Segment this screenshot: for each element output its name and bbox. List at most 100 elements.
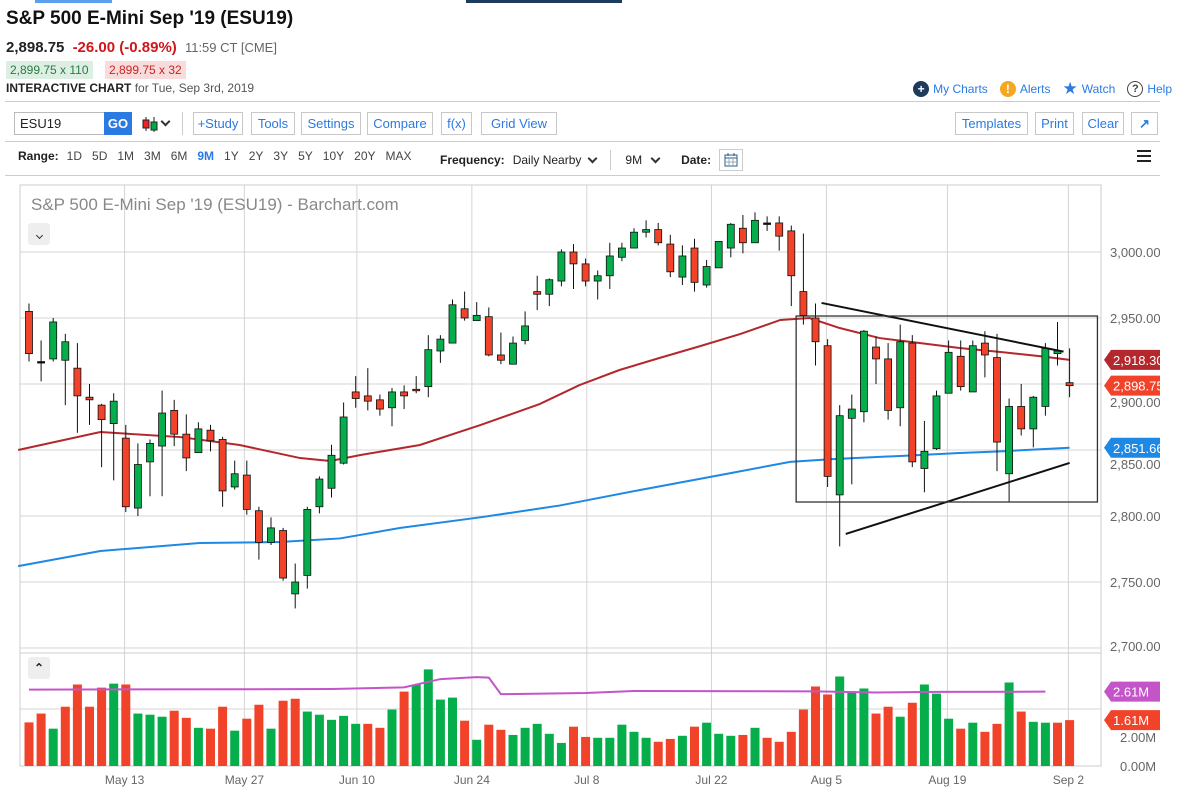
go-button[interactable]: GO — [104, 112, 132, 135]
x-tick-label: Jul 22 — [695, 773, 727, 787]
range-1m[interactable]: 1M — [117, 149, 135, 163]
volume-bar — [181, 717, 191, 766]
candle-body — [884, 358, 892, 411]
range-5d[interactable]: 5D — [92, 149, 108, 163]
print-button[interactable]: Print — [1035, 112, 1074, 135]
add-study-button[interactable]: +Study — [193, 112, 243, 135]
candle-body — [400, 391, 409, 397]
range-1y[interactable]: 1Y — [224, 149, 239, 163]
volume-bar — [254, 704, 264, 766]
volume-bar — [798, 709, 808, 766]
date-picker-button[interactable] — [719, 149, 744, 171]
volume-bar — [835, 676, 845, 766]
hamburger-menu-button[interactable] — [1137, 150, 1151, 165]
range-3y[interactable]: 3Y — [273, 149, 289, 163]
chart-options-toggle[interactable] — [28, 223, 50, 245]
volume-pane-collapse-button[interactable]: ⌃ — [28, 657, 50, 679]
templates-button[interactable]: Templates — [955, 112, 1028, 135]
volume-bar — [327, 719, 336, 766]
candle-body — [109, 400, 118, 425]
function-button[interactable]: f(x) — [441, 112, 472, 135]
plus-circle-icon: + — [913, 81, 930, 97]
range-1d[interactable]: 1D — [66, 149, 83, 163]
ma200-badge-bg — [1104, 437, 1160, 458]
range-max[interactable]: MAX — [385, 149, 412, 163]
candle — [133, 443, 142, 516]
range-10y[interactable]: 10Y — [322, 149, 345, 163]
candle-body — [835, 415, 844, 496]
candle-body — [581, 263, 590, 282]
tools-button[interactable]: Tools — [251, 112, 295, 135]
volume-bar — [859, 688, 869, 766]
candle-body — [533, 291, 542, 295]
candle-body — [763, 222, 771, 225]
y-tick-label: 2,850.00 — [1110, 457, 1161, 472]
candle — [775, 216, 784, 251]
candlestick-icon — [142, 116, 158, 132]
range-6m[interactable]: 6M — [170, 149, 188, 163]
candle-body — [448, 304, 457, 344]
candle-body — [847, 408, 856, 419]
volume-bar — [932, 693, 941, 766]
volume-bar — [871, 713, 881, 766]
quote-time: 11:59 CT [CME] — [184, 40, 277, 55]
candle — [799, 233, 808, 325]
watch-link[interactable]: ★ Watch — [1063, 79, 1116, 99]
candle — [267, 517, 275, 546]
volume-bar — [774, 741, 784, 766]
alert-icon: ! — [999, 81, 1016, 97]
candle-body — [545, 279, 554, 295]
star-icon: ★ — [1062, 79, 1078, 98]
candle — [847, 394, 856, 485]
volume-bar — [278, 700, 288, 766]
volume-bar — [290, 698, 300, 766]
candle — [206, 424, 215, 452]
volume-bar — [472, 739, 482, 766]
candle-body — [605, 255, 614, 277]
volume-bar — [1065, 720, 1075, 766]
price-change: -26.00 (-0.89%) — [72, 39, 177, 56]
candle — [920, 420, 929, 493]
candle — [690, 238, 699, 292]
settings-button[interactable]: Settings — [301, 112, 361, 135]
alerts-link[interactable]: ! Alerts — [999, 81, 1051, 97]
range-2y[interactable]: 2Y — [248, 149, 264, 163]
volume-last-badge: 1.61M — [1104, 710, 1160, 731]
chart-type-dropdown[interactable] — [140, 112, 174, 135]
range-5y[interactable]: 5Y — [298, 149, 313, 163]
candle-body — [956, 355, 965, 388]
volume-bar — [750, 727, 760, 766]
grid-view-button[interactable]: Grid View — [481, 112, 557, 135]
compare-button[interactable]: Compare — [367, 112, 433, 135]
volume-bar — [351, 723, 361, 766]
range-3m[interactable]: 3M — [144, 149, 161, 163]
watch-label: Watch — [1081, 82, 1116, 96]
help-link[interactable]: ? Help — [1127, 81, 1172, 97]
last-price: 2,898.75 — [6, 39, 65, 56]
range-9m[interactable]: 9M — [197, 149, 215, 163]
candle-body — [351, 391, 360, 399]
frequency-dropdown[interactable]: Daily Nearby — [513, 153, 598, 167]
candle-body — [739, 227, 747, 244]
candle — [388, 387, 396, 427]
candle — [315, 476, 324, 514]
period-dropdown[interactable]: 9M — [625, 153, 661, 167]
expand-button[interactable]: ↗ — [1131, 112, 1158, 135]
range-items: 1D 5D 1M 3M 6M 9M 1Y 2Y 3Y 5Y 10Y 20Y MAX — [67, 149, 422, 163]
candle-body — [981, 342, 989, 356]
x-tick-label: Aug 19 — [928, 773, 966, 787]
candle-body — [509, 342, 517, 365]
clear-button[interactable]: Clear — [1082, 112, 1124, 135]
candle — [61, 333, 70, 406]
volume-bar — [617, 724, 627, 766]
candle-body — [1029, 396, 1038, 430]
volume-bar — [883, 706, 893, 766]
volume-bar — [629, 731, 639, 766]
last-price-badge-bg — [1104, 375, 1160, 396]
candle-body — [968, 345, 977, 393]
volume-bar — [121, 684, 131, 766]
volume-bar — [690, 726, 699, 766]
range-20y[interactable]: 20Y — [354, 149, 376, 163]
my-charts-link[interactable]: + My Charts — [913, 81, 988, 97]
